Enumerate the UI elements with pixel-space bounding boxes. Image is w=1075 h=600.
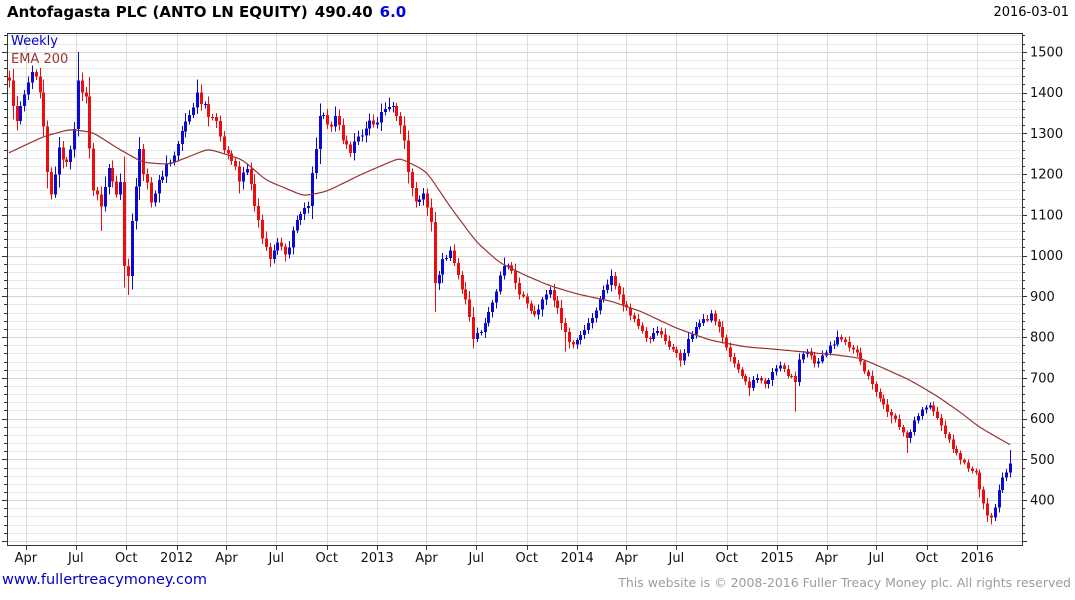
svg-text:Oct: Oct	[315, 551, 337, 566]
svg-text:Jul: Jul	[267, 551, 284, 566]
svg-text:2013: 2013	[361, 551, 394, 566]
svg-text:800: 800	[1030, 331, 1055, 346]
svg-text:Jul: Jul	[467, 551, 484, 566]
svg-text:Apr: Apr	[215, 551, 238, 566]
svg-text:1100: 1100	[1030, 208, 1063, 223]
last-price: 490.40	[314, 3, 373, 21]
svg-text:Oct: Oct	[716, 551, 738, 566]
svg-text:Apr: Apr	[615, 551, 638, 566]
svg-text:500: 500	[1030, 453, 1055, 468]
website-link[interactable]: www.fullertreacymoney.com	[2, 572, 207, 588]
page-title: Antofagasta PLC (ANTO LN EQUITY) 490.40 6.…	[7, 3, 406, 21]
frequency-label: Weekly	[11, 34, 58, 49]
svg-text:1000: 1000	[1030, 249, 1063, 264]
as-of-date: 2016-03-01	[993, 5, 1069, 20]
svg-text:Apr: Apr	[815, 551, 838, 566]
svg-text:2016: 2016	[961, 551, 994, 566]
svg-text:600: 600	[1030, 412, 1055, 427]
svg-text:Jul: Jul	[67, 551, 84, 566]
copyright-text: This website is © 2008-2016 Fuller Treac…	[618, 575, 1071, 590]
svg-text:2014: 2014	[561, 551, 594, 566]
svg-text:Apr: Apr	[15, 551, 38, 566]
svg-text:1300: 1300	[1030, 127, 1063, 142]
svg-text:Jul: Jul	[868, 551, 885, 566]
svg-text:Jul: Jul	[668, 551, 685, 566]
instrument-title: Antofagasta PLC (ANTO LN EQUITY)	[7, 3, 308, 21]
ema-line	[8, 129, 1011, 446]
price-change: 6.0	[379, 3, 407, 21]
axis-ticks	[2, 35, 1027, 550]
y-axis-labels: 400 500 600 700 800 900 1000 1100 1200 1300 1400 15…	[1030, 45, 1063, 508]
svg-text:Oct: Oct	[916, 551, 938, 566]
svg-text:700: 700	[1030, 371, 1055, 386]
candles	[8, 51, 1012, 525]
svg-text:1500: 1500	[1030, 45, 1063, 60]
svg-text:Apr: Apr	[415, 551, 438, 566]
y-grid-major	[7, 52, 1022, 542]
ema-legend-label: EMA 200	[11, 52, 69, 67]
svg-text:Oct: Oct	[516, 551, 538, 566]
svg-text:Oct: Oct	[115, 551, 137, 566]
svg-text:1200: 1200	[1030, 168, 1063, 183]
svg-text:900: 900	[1030, 290, 1055, 305]
svg-text:2015: 2015	[761, 551, 794, 566]
svg-text:400: 400	[1030, 494, 1055, 509]
svg-text:1400: 1400	[1030, 86, 1063, 101]
plot-border	[7, 33, 1023, 546]
svg-text:2012: 2012	[160, 551, 193, 566]
y-grid-minor	[7, 35, 1022, 534]
x-axis-labels: Apr Jul Oct 2012 Apr Jul Oct 2013 Apr Jul Oct 2014 A…	[15, 551, 994, 566]
